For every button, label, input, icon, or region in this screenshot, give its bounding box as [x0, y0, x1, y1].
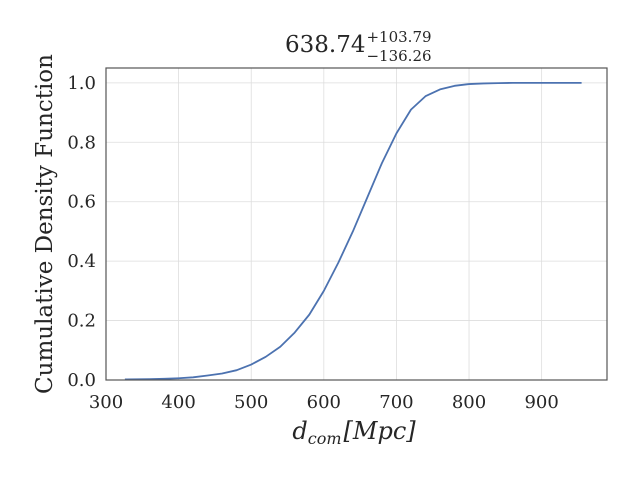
- plot-area: [105, 67, 608, 381]
- y-tick-label: 0.2: [67, 311, 96, 332]
- cdf-series-line: [124, 81, 582, 381]
- x-axis-title: dcom[Mpc]: [292, 417, 416, 448]
- y-tick-label: 0.0: [67, 370, 96, 391]
- y-tick-label: 0.4: [67, 251, 96, 272]
- x-axis-ticks: 300 400 500 600 700 800 900: [89, 392, 559, 413]
- title-upper-error: +103.79: [366, 28, 431, 46]
- x-tick-label: 900: [524, 392, 558, 413]
- x-axis-title-subscript: com: [308, 429, 342, 448]
- x-axis-title-base: d: [292, 417, 307, 445]
- x-tick-label: 700: [379, 392, 413, 413]
- y-tick-label: 1.0: [67, 73, 96, 94]
- x-tick-label: 600: [307, 392, 341, 413]
- title-value: 638.74: [285, 32, 365, 58]
- y-axis-ticks: 0.0 0.2 0.4 0.6 0.8 1.0: [67, 73, 96, 391]
- chart-title: 638.74 +103.79 −136.26: [285, 28, 432, 65]
- x-axis-title-units: [Mpc]: [344, 417, 417, 445]
- plot-frame: [105, 67, 608, 381]
- x-tick-label: 800: [452, 392, 486, 413]
- x-tick-label: 500: [234, 392, 268, 413]
- y-tick-label: 0.6: [67, 192, 96, 213]
- y-tick-label: 0.8: [67, 132, 96, 153]
- title-lower-error: −136.26: [366, 47, 431, 65]
- x-tick-label: 300: [89, 392, 123, 413]
- y-axis-title: Cumulative Density Function: [32, 54, 58, 394]
- x-tick-label: 400: [161, 392, 195, 413]
